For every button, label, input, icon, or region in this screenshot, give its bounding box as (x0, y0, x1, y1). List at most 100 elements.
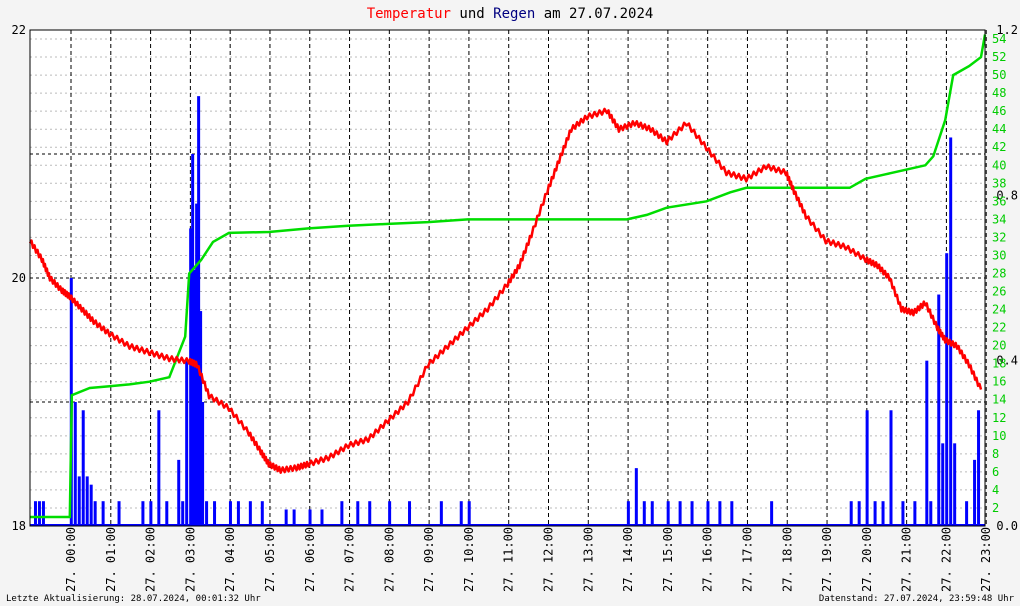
y-right-sum-tick-label: 44 (992, 122, 1006, 136)
title-date: am 27.07.2024 (535, 6, 653, 22)
rain-bar (408, 501, 411, 526)
chart-title: Temperatur und Regen am 27.07.2024 (367, 6, 654, 22)
x-tick-label: 27. 03:00 (183, 527, 197, 592)
footer-data-status: Datenstand: 27.07.2024, 23:59:48 Uhr (819, 594, 1015, 604)
y-axis-right-rain-sum: 2468101214161820222426283032343638404244… (992, 32, 1006, 515)
rain-bar (679, 501, 682, 526)
rain-bar (949, 137, 952, 526)
rain-bar (149, 501, 152, 526)
rain-bar (913, 501, 916, 526)
rain-bar (34, 501, 37, 526)
y-right-sum-tick-label: 18 (992, 357, 1006, 371)
y-right-sum-tick-label: 2 (992, 501, 999, 515)
rain-bar (941, 443, 944, 526)
rain-bar (706, 501, 709, 526)
y-right-sum-tick-label: 14 (992, 393, 1006, 407)
x-tick-label: 27. 06:00 (303, 527, 317, 592)
x-tick-label: 27. 01:00 (104, 527, 118, 592)
rain-bar (165, 501, 168, 526)
y-right-sum-tick-label: 34 (992, 212, 1006, 226)
x-tick-label: 27. 22:00 (939, 527, 953, 592)
rain-bar (643, 501, 646, 526)
y-right-sum-tick-label: 52 (992, 50, 1006, 64)
x-tick-label: 27. 13:00 (581, 527, 595, 592)
rain-bar (667, 501, 670, 526)
rain-bar (965, 501, 968, 526)
y-right-sum-tick-label: 50 (992, 68, 1006, 82)
title-rain: Regen (493, 6, 535, 22)
y-left-tick-label: 18 (12, 519, 26, 533)
y-left-tick-label: 20 (12, 271, 26, 285)
y-right-sum-tick-label: 20 (992, 339, 1006, 353)
rain-bar (42, 501, 45, 526)
y-right-sum-tick-label: 32 (992, 230, 1006, 244)
x-tick-label: 27. 18:00 (780, 527, 794, 592)
rain-bar (82, 410, 85, 526)
rain-bar (141, 501, 144, 526)
y-right-sum-tick-label: 22 (992, 321, 1006, 335)
rain-bar (249, 501, 252, 526)
rain-bar (102, 501, 105, 526)
x-tick-label: 27. 05:00 (263, 527, 277, 592)
y-right-sum-tick-label: 16 (992, 375, 1006, 389)
y-right-sum-tick-label: 40 (992, 158, 1006, 172)
rain-bar (94, 501, 97, 526)
rain-bar (929, 501, 932, 526)
rain-bar (340, 501, 343, 526)
title-temperature: Temperatur (367, 6, 451, 22)
y-right-sum-tick-label: 6 (992, 465, 999, 479)
x-tick-label: 27. 20:00 (860, 527, 874, 592)
rain-bar (973, 460, 976, 526)
rain-bar (285, 509, 288, 526)
rain-bar (320, 509, 323, 526)
x-tick-label: 27. 14:00 (621, 527, 635, 592)
rain-bar (651, 501, 654, 526)
y-right-sum-tick-label: 24 (992, 303, 1006, 317)
rain-bar (86, 476, 89, 526)
y-right-sum-tick-label: 48 (992, 86, 1006, 100)
rain-bar (118, 501, 121, 526)
rain-bar (890, 410, 893, 526)
rain-bar (90, 485, 93, 526)
rain-bar (368, 501, 371, 526)
x-tick-label: 27. 21:00 (900, 527, 914, 592)
rain-bar (309, 509, 312, 526)
rain-bar (901, 501, 904, 526)
rain-bar (293, 509, 296, 526)
rain-bar (181, 501, 184, 526)
title-und: und (451, 6, 493, 22)
y-right-sum-tick-label: 10 (992, 429, 1006, 443)
y-right-sum-tick-label: 4 (992, 483, 999, 497)
y-right-sum-tick-label: 54 (992, 32, 1006, 46)
rain-bar (157, 410, 160, 526)
rain-bar (627, 501, 630, 526)
rain-bar (78, 476, 81, 526)
x-tick-label: 27. 00:00 (64, 527, 78, 592)
rain-bar (858, 501, 861, 526)
rain-bar (356, 501, 359, 526)
x-tick-label: 27. 12:00 (542, 527, 556, 592)
rain-bar (953, 443, 956, 526)
rain-bar (468, 501, 471, 526)
rain-bar (440, 501, 443, 526)
rain-bar (185, 361, 188, 526)
x-tick-label: 27. 19:00 (820, 527, 834, 592)
rain-bar (261, 501, 264, 526)
rain-bar (388, 501, 391, 526)
y-right-sum-tick-label: 36 (992, 194, 1006, 208)
rain-bar (201, 402, 204, 526)
y-right-sum-tick-label: 8 (992, 447, 999, 461)
rain-bar (177, 460, 180, 526)
rain-bar (850, 501, 853, 526)
rain-bar (229, 501, 232, 526)
x-tick-label: 27. 08:00 (382, 527, 396, 592)
rain-bar (38, 501, 41, 526)
x-tick-label: 27. 23:00 (979, 527, 993, 592)
y-right-sum-tick-label: 28 (992, 266, 1006, 280)
y-right-sum-tick-label: 12 (992, 411, 1006, 425)
y-right-rate-tick-label: 0.0 (996, 519, 1018, 533)
rain-bar (205, 501, 208, 526)
x-tick-label: 27. 16:00 (701, 527, 715, 592)
rain-bar (866, 410, 869, 526)
